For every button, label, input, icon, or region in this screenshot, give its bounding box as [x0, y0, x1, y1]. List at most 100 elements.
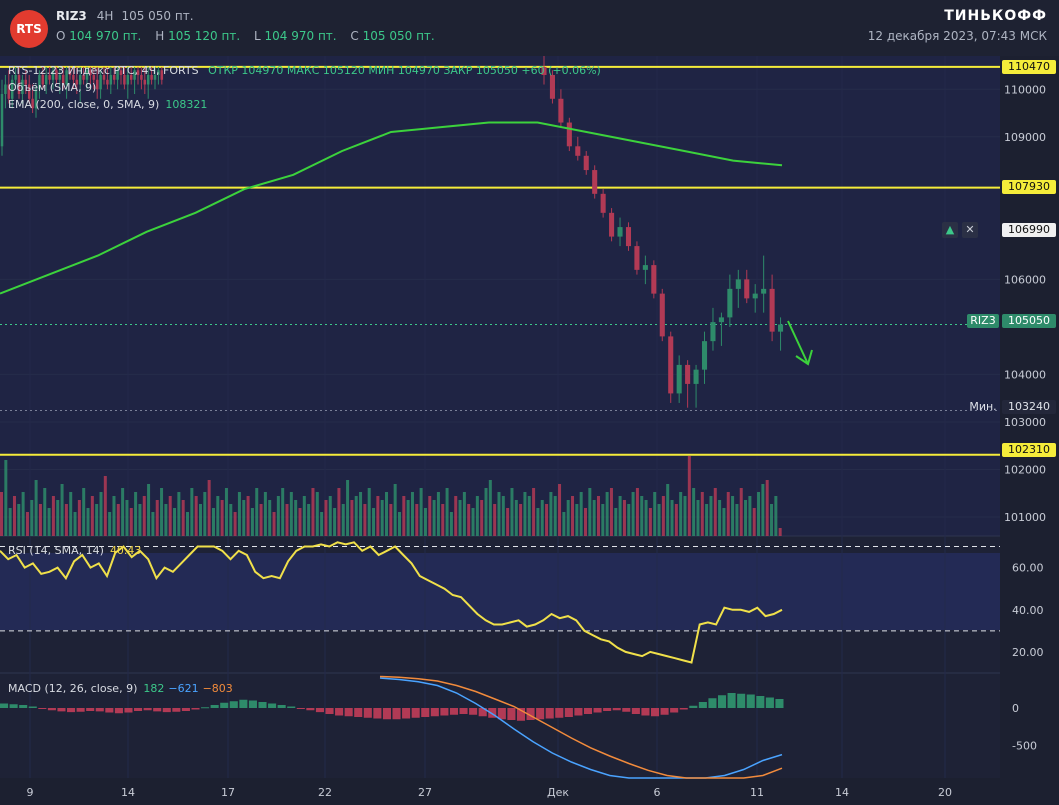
volume-bar	[112, 496, 116, 536]
volume-bar	[216, 496, 220, 536]
macd-hist-bar	[210, 705, 219, 708]
volume-bar	[393, 484, 397, 536]
macd-hist-bar	[603, 708, 612, 711]
volume-bar	[302, 496, 306, 536]
macd-hist-bar	[363, 708, 372, 718]
candle	[157, 70, 160, 76]
volume-bar	[558, 484, 562, 536]
volume-bar	[125, 500, 129, 536]
macd-hist-bar	[421, 708, 430, 717]
macd-hist-bar	[727, 693, 736, 708]
level-tag-top[interactable]: 110470	[1002, 60, 1056, 74]
macd-hist-bar	[670, 708, 679, 713]
volume-bar	[765, 480, 769, 536]
macd-signal-line	[379, 675, 783, 779]
macd-hist-bar	[47, 708, 56, 711]
volume-bar	[423, 508, 427, 536]
candle	[642, 265, 648, 270]
volume-bar	[160, 488, 164, 536]
volume-bar	[467, 504, 471, 536]
macd-hist-bar	[765, 697, 774, 708]
candle	[85, 70, 89, 80]
ema-legend[interactable]: EMA (200, close, 0, SMA, 9) 108321	[8, 98, 207, 111]
volume-bar	[510, 488, 514, 536]
level-tag-low[interactable]: 102310	[1002, 443, 1056, 457]
ticker-label[interactable]: RIZ3	[56, 9, 87, 23]
alert-price-tag[interactable]: 106990	[1002, 223, 1056, 237]
forecast-arrowhead	[795, 349, 813, 366]
macd-hist-bar	[315, 708, 324, 713]
macd-hist-bar	[19, 705, 28, 708]
macd-signal-value: −803	[202, 682, 233, 695]
volume-legend[interactable]: Объём (SMA, 9)	[8, 81, 97, 94]
volume-bar	[545, 504, 549, 536]
rsi-tick-label: 20.00	[1012, 646, 1044, 659]
candle	[75, 79, 79, 85]
bell-icon[interactable]: ▲	[942, 222, 958, 238]
volume-bar	[648, 508, 652, 536]
macd-hist-bar	[392, 708, 401, 720]
volume-bar	[506, 508, 510, 536]
volume-bar	[198, 504, 202, 536]
macd-hist-bar	[0, 703, 9, 708]
volume-bar	[12, 496, 16, 536]
volume-bar	[527, 496, 531, 536]
macd-hist-bar	[114, 708, 123, 714]
brand-logo: ТИНЬКОФФ	[944, 8, 1047, 24]
volume-bar	[644, 500, 648, 536]
volume-bar	[428, 496, 432, 536]
volume-bar	[635, 488, 639, 536]
level-tag-mid[interactable]: 107930	[1002, 180, 1056, 194]
price-tick-label: 110000	[1004, 83, 1046, 96]
volume-bar	[155, 500, 159, 536]
macd-hist-bar	[507, 708, 516, 720]
macd-hist-bar	[478, 708, 487, 717]
macd-hist-bar	[76, 708, 85, 712]
macd-line-value: −621	[168, 682, 199, 695]
candle	[693, 369, 699, 384]
volume-bar	[674, 504, 678, 536]
volume-bar	[224, 488, 228, 536]
volume-bar	[207, 480, 211, 536]
close-icon[interactable]: ✕	[962, 222, 978, 238]
rsi-tick-label: 60.00	[1012, 562, 1044, 575]
candle	[41, 75, 45, 85]
ohlc-close-key: C	[350, 29, 359, 43]
volume-bar	[298, 508, 302, 536]
price-axis-bg	[1000, 56, 1059, 805]
volume-bar	[571, 496, 575, 536]
candle	[541, 66, 547, 76]
price-tick-label: 104000	[1004, 368, 1046, 381]
candle	[651, 265, 657, 294]
volume-bar	[562, 512, 566, 536]
volume-bar	[220, 500, 224, 536]
macd-pane-bg	[0, 673, 1000, 778]
macd-hist-bar	[124, 708, 133, 713]
candle	[123, 75, 126, 85]
candle	[718, 317, 724, 323]
volume-bar	[385, 492, 389, 536]
chart-canvas[interactable]: 110000 109000 106000 104000 103000 102000 1010…	[0, 56, 1059, 805]
macd-hist-bar	[67, 708, 76, 713]
volume-bar	[77, 500, 81, 536]
interval-label[interactable]: 4H	[96, 9, 114, 23]
volume-bar	[601, 504, 605, 536]
candle	[133, 70, 136, 80]
volume-bar	[419, 488, 423, 536]
macd-hist-bar	[162, 708, 171, 713]
volume-bar	[229, 504, 233, 536]
macd-hist-bar	[536, 708, 545, 720]
volume-bar	[657, 504, 661, 536]
volume-bar	[177, 492, 181, 536]
volume-bar	[614, 508, 618, 536]
volume-bar	[596, 496, 600, 536]
macd-legend[interactable]: MACD (12, 26, close, 9) 182 −621 −803	[8, 682, 233, 695]
macd-hist-bar	[95, 708, 104, 712]
macd-hist-bar	[402, 708, 411, 719]
time-tick-label: 17	[221, 786, 235, 799]
candle	[659, 293, 665, 337]
candle	[146, 75, 150, 85]
volume-bar	[436, 492, 440, 536]
candle	[82, 75, 85, 80]
rsi-legend[interactable]: RSI (14, SMA, 14) 40.43	[8, 544, 141, 557]
